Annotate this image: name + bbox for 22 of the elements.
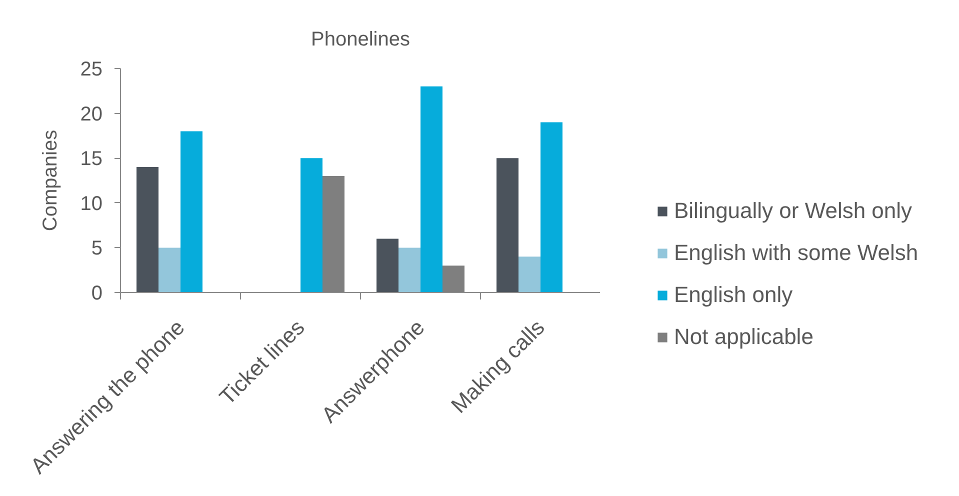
bar xyxy=(540,122,562,292)
y-tick-label: 0 xyxy=(91,282,102,304)
bar xyxy=(158,248,180,292)
bar xyxy=(496,158,519,292)
y-tick-label: 20 xyxy=(80,103,103,126)
legend-label: Bilingually or Welsh only xyxy=(674,197,912,225)
bar xyxy=(376,238,399,292)
legend-label: English with some Welsh xyxy=(674,239,918,267)
bar xyxy=(300,158,322,292)
y-tick-label: 25 xyxy=(80,58,103,80)
y-tick-label: 15 xyxy=(80,148,103,170)
bar xyxy=(180,131,202,292)
legend-label: English only xyxy=(674,281,793,309)
bar xyxy=(420,86,442,292)
bar xyxy=(518,256,540,292)
y-tick-label: 5 xyxy=(91,238,102,260)
bar xyxy=(398,248,420,292)
y-tick-label: 10 xyxy=(80,192,103,215)
legend-label: Not applicable xyxy=(674,323,814,351)
bar xyxy=(136,167,159,292)
y-axis-title: Companies xyxy=(39,130,62,232)
chart-title: Phonelines xyxy=(311,28,410,50)
